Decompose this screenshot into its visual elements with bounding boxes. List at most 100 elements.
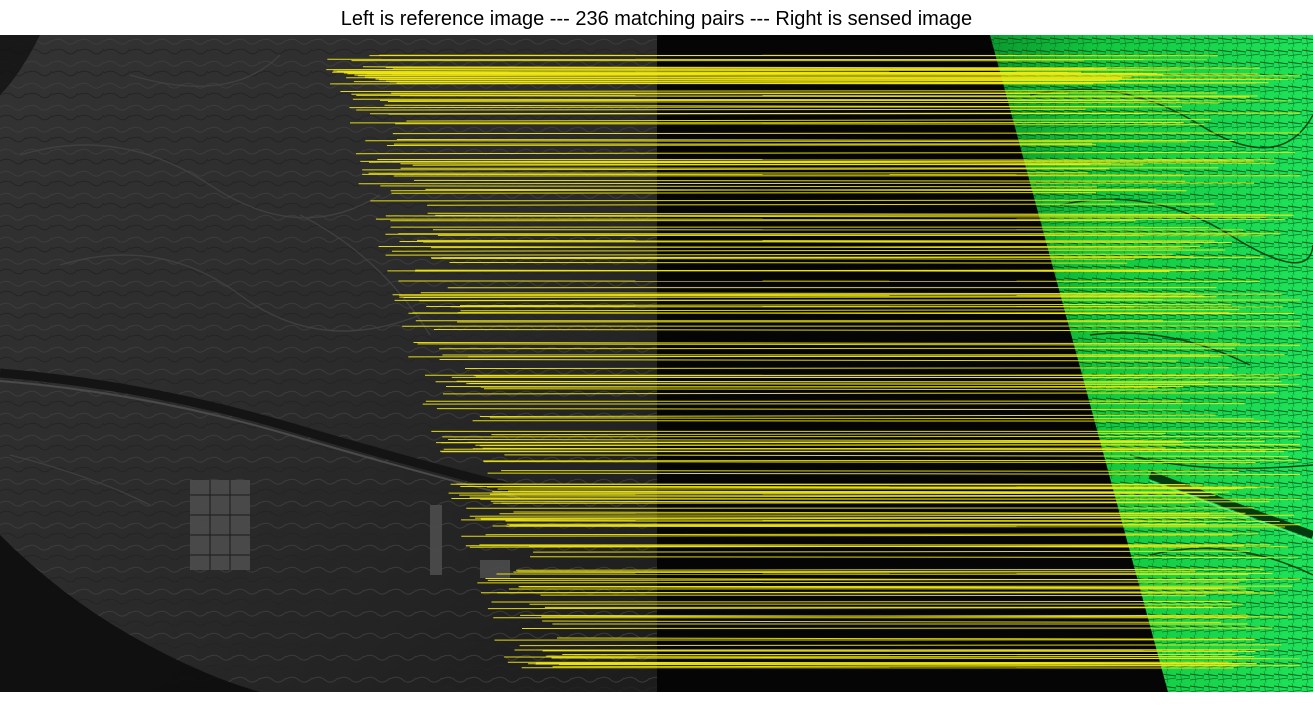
- match-line: [535, 661, 1229, 664]
- match-line: [392, 293, 1282, 296]
- match-line: [439, 359, 1179, 362]
- match-line: [386, 144, 1097, 146]
- match-line: [395, 123, 1205, 125]
- match-line: [336, 71, 1082, 73]
- figure-title: Left is reference image --- 236 matching…: [340, 8, 973, 30]
- match-line: [412, 163, 1091, 166]
- match-line: [425, 188, 1187, 192]
- match-line: [326, 68, 1095, 71]
- match-line: [380, 185, 1097, 188]
- match-line: [385, 253, 1173, 256]
- match-line: [360, 160, 1228, 162]
- match-line: [473, 374, 1301, 377]
- match-line: [485, 578, 1248, 581]
- match-line: [464, 367, 1229, 369]
- match-line: [330, 82, 1256, 85]
- match-line: [414, 269, 1230, 272]
- match-line: [413, 179, 1186, 182]
- match-line: [417, 343, 1301, 346]
- match-line: [492, 491, 1216, 494]
- match-line: [413, 342, 1240, 345]
- match-line: [465, 545, 1199, 548]
- match-line: [556, 637, 1255, 640]
- match-line: [369, 112, 1301, 115]
- match-line: [387, 101, 1220, 104]
- match-line: [399, 294, 1203, 297]
- match-line: [521, 586, 1239, 589]
- match-line: [333, 69, 1170, 72]
- match-line: [356, 108, 1086, 111]
- match-line: [430, 256, 1194, 259]
- match-line: [427, 203, 1215, 206]
- match-line: [501, 502, 1189, 504]
- match-line: [506, 525, 1286, 528]
- match-line: [460, 309, 1240, 312]
- match-line: [491, 433, 1166, 436]
- match-line: [533, 550, 1250, 553]
- match-line: [508, 490, 1230, 493]
- match-line: [489, 417, 1254, 420]
- match-line: [530, 556, 1299, 559]
- match-line: [436, 408, 1183, 411]
- match-line: [422, 403, 1245, 405]
- match-line: [362, 66, 1260, 69]
- match-line: [483, 388, 1176, 391]
- match-line: [399, 241, 1232, 243]
- match-line: [542, 650, 1256, 652]
- match-line: [483, 461, 1256, 464]
- match-line: [431, 245, 1201, 249]
- match-line: [469, 383, 1289, 385]
- match-line: [416, 239, 1215, 242]
- match-line: [368, 172, 1088, 174]
- match-line: [396, 139, 1235, 141]
- match-line: [392, 161, 1276, 164]
- match-line: [491, 601, 1232, 603]
- match-line: [442, 392, 1277, 395]
- match-line: [391, 249, 1226, 252]
- match-line: [461, 519, 1191, 522]
- match-line: [442, 435, 1301, 438]
- match-line: [385, 67, 1107, 70]
- match-line: [408, 355, 1210, 358]
- match-line: [475, 376, 1280, 379]
- match-line: [487, 472, 1301, 475]
- match-line: [443, 447, 1166, 450]
- match-line: [340, 90, 1152, 92]
- match-line: [516, 568, 1264, 571]
- match-line: [521, 627, 1273, 629]
- match-line: [420, 292, 1196, 295]
- match-line: [475, 516, 1226, 519]
- match-line: [427, 212, 1292, 216]
- match-line: [400, 95, 1250, 98]
- match-line: [352, 98, 1180, 101]
- match-line: [504, 454, 1289, 457]
- match-line: [385, 215, 1266, 218]
- match-line: [385, 80, 1106, 82]
- match-line: [379, 54, 1218, 57]
- match-line: [461, 534, 1233, 537]
- match-line: [460, 486, 1280, 488]
- match-line: [433, 329, 1218, 332]
- match-line: [477, 581, 1240, 584]
- match-line: [467, 441, 1189, 443]
- match-line: [479, 444, 1301, 447]
- match-line: [351, 92, 1068, 95]
- match-line: [497, 591, 1254, 594]
- match-line: [542, 620, 1222, 623]
- match-line: [349, 106, 1183, 109]
- match-line: [459, 494, 1216, 497]
- match-line: [412, 312, 1295, 314]
- match-line: [551, 657, 1300, 660]
- image-pair-panel: [0, 35, 1313, 692]
- match-line: [469, 514, 1295, 517]
- match-line: [513, 571, 1273, 574]
- match-line: [552, 665, 1301, 668]
- match-line: [419, 299, 1163, 302]
- match-line: [449, 262, 1128, 264]
- match-line: [469, 495, 1209, 498]
- match-line: [370, 199, 1115, 202]
- match-line: [365, 140, 1188, 143]
- match-line: [448, 439, 1179, 442]
- match-line: [362, 168, 1109, 171]
